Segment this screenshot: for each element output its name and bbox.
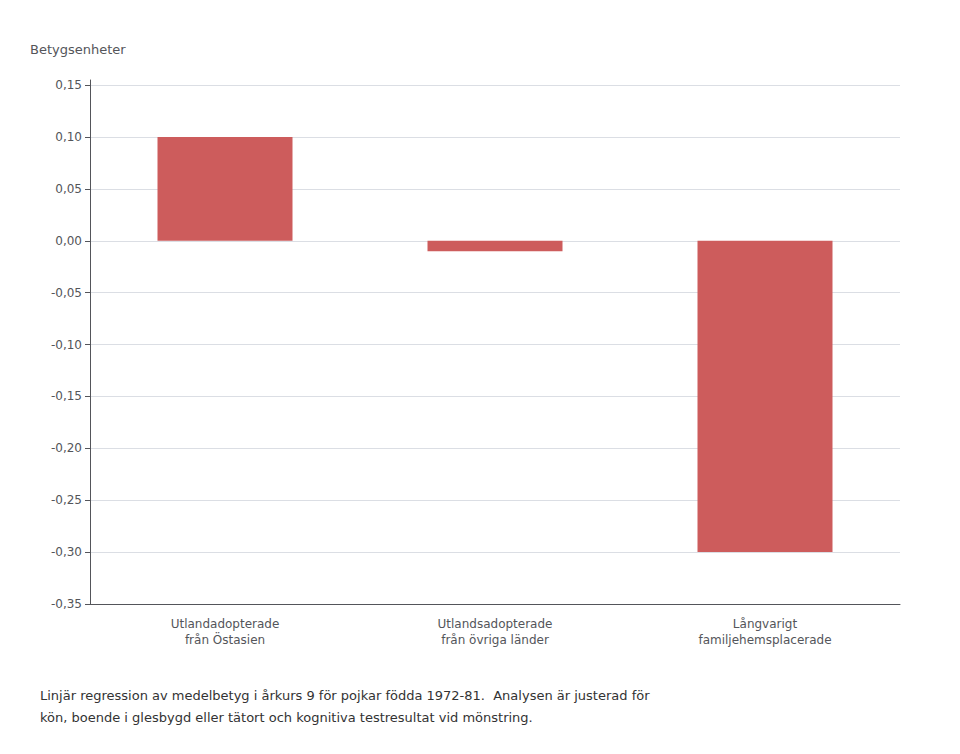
svg-text:-0,10: -0,10 [51, 338, 82, 352]
svg-text:Utlandsadopterade: Utlandsadopterade [438, 617, 553, 631]
svg-text:Långvarigt: Långvarigt [733, 617, 798, 631]
svg-text:-0,15: -0,15 [51, 389, 82, 403]
svg-text:-0,35: -0,35 [51, 597, 82, 611]
svg-text:Utlandadopterade: Utlandadopterade [171, 617, 280, 631]
svg-text:0,00: 0,00 [55, 234, 82, 248]
svg-text:kön, boende i glesbygd eller t: kön, boende i glesbygd eller tätort och … [40, 710, 533, 725]
svg-text:-0,20: -0,20 [51, 441, 82, 455]
svg-text:-0,25: -0,25 [51, 493, 82, 507]
svg-text:0,05: 0,05 [55, 182, 82, 196]
svg-text:från övriga länder: från övriga länder [441, 633, 549, 647]
svg-text:0,15: 0,15 [55, 78, 82, 92]
svg-text:-0,30: -0,30 [51, 545, 82, 559]
svg-text:Linjär regression av medelbety: Linjär regression av medelbetyg i årkurs… [40, 688, 650, 703]
svg-text:-0,05: -0,05 [51, 286, 82, 300]
svg-text:0,10: 0,10 [55, 130, 82, 144]
svg-text:Betygsenheter: Betygsenheter [30, 42, 126, 57]
svg-text:familjehemsplacerade: familjehemsplacerade [698, 633, 831, 647]
svg-text:från Östasien: från Östasien [185, 631, 265, 647]
